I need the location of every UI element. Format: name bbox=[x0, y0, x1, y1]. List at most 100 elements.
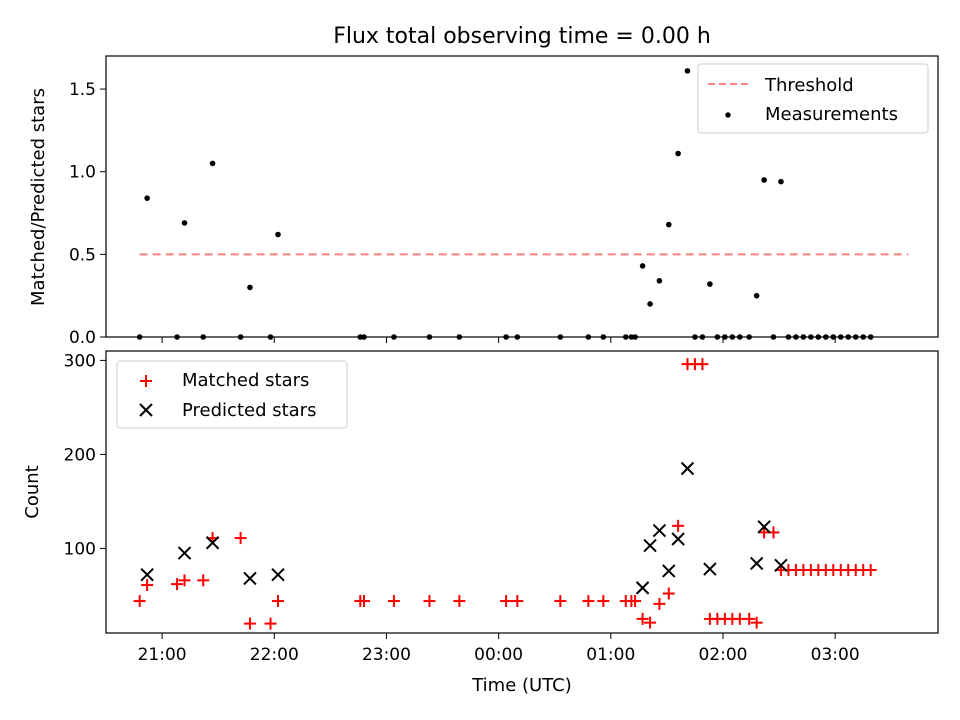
measurements-point bbox=[800, 334, 807, 340]
measurements-point bbox=[585, 334, 592, 340]
count-legend-box bbox=[116, 360, 348, 429]
predicted-stars-point bbox=[243, 571, 257, 586]
measurements-point bbox=[793, 334, 799, 340]
matched-legend-swatch bbox=[140, 375, 152, 387]
predicted-stars-point bbox=[703, 562, 717, 576]
measurements-point bbox=[770, 334, 777, 340]
matched-stars-point bbox=[582, 595, 595, 608]
x-tick-label: 22:00 bbox=[250, 645, 299, 665]
measurements-point bbox=[867, 334, 874, 340]
matched-stars-point bbox=[234, 532, 247, 545]
x-tick-label: 21:00 bbox=[138, 645, 187, 665]
ratio-y-tick-label: 0.5 bbox=[69, 245, 96, 265]
measurements-point bbox=[209, 160, 216, 167]
measurements-point bbox=[852, 334, 859, 340]
measurements-point bbox=[808, 334, 814, 340]
threshold-legend-label: Threshold bbox=[764, 75, 854, 96]
measurements-point bbox=[746, 334, 752, 340]
predicted-stars-point bbox=[774, 558, 788, 573]
measurements-point bbox=[391, 334, 397, 340]
measurements-point bbox=[729, 334, 736, 340]
count-axes-frame bbox=[105, 350, 939, 634]
count-y-tick-label: 200 bbox=[64, 445, 96, 465]
measurements-point bbox=[647, 301, 653, 307]
measurements-point bbox=[753, 292, 760, 299]
predicted-stars-point bbox=[635, 581, 650, 595]
matched-stars-point bbox=[672, 519, 685, 532]
matched-stars-point bbox=[358, 595, 371, 608]
predicted-stars-point bbox=[662, 564, 676, 578]
x-tick-label: 02:00 bbox=[698, 645, 747, 665]
count-y-axis-label: Count bbox=[22, 465, 43, 518]
predicted-stars-point bbox=[680, 461, 695, 476]
ratio-y-axis-label: Matched/Predicted stars bbox=[28, 88, 49, 306]
measurements-legend-label: Measurements bbox=[765, 104, 898, 125]
measurements-point bbox=[692, 334, 698, 340]
measurements-point bbox=[761, 177, 767, 183]
measurements-point bbox=[699, 334, 706, 340]
ratio-y-tick-label: 0.0 bbox=[69, 328, 96, 348]
measurements-point bbox=[684, 68, 691, 74]
matched-stars-point bbox=[171, 578, 184, 591]
measurements-point bbox=[656, 278, 663, 284]
count-panel: 100 200 300 21:00 22:00 23:00 00:00 01:00 02:00 0… bbox=[22, 350, 939, 696]
ratio-axes-frame bbox=[105, 55, 939, 338]
measurements-point bbox=[426, 334, 433, 340]
measurements-point bbox=[632, 334, 638, 340]
measurements-point bbox=[707, 281, 713, 287]
x-tick-label: 03:00 bbox=[811, 645, 860, 665]
matched-stars-point bbox=[644, 616, 657, 629]
measurements-point bbox=[622, 334, 629, 340]
measurements-point bbox=[557, 334, 564, 340]
measurements-point bbox=[503, 334, 509, 340]
ratio-panel: 0.0 0.5 1.0 1.5 Matched/Predicted stars Thr… bbox=[28, 55, 939, 348]
measurements-point bbox=[267, 334, 274, 340]
matched-stars-point bbox=[500, 595, 513, 608]
measurements-point bbox=[136, 334, 143, 340]
count-y-tick-label: 100 bbox=[64, 539, 96, 559]
measurements-point bbox=[456, 334, 463, 340]
measurements-legend-swatch bbox=[725, 112, 731, 118]
measurements-point bbox=[144, 195, 150, 201]
measurements-point bbox=[785, 334, 792, 340]
predicted-stars-point bbox=[643, 538, 657, 553]
predicted-stars-point bbox=[749, 556, 764, 571]
matched-stars-point bbox=[133, 595, 146, 608]
measurements-point bbox=[600, 334, 607, 340]
measurements-point bbox=[860, 334, 867, 340]
measurements-point bbox=[845, 334, 852, 340]
measurements-point bbox=[675, 150, 681, 157]
matched-stars-point bbox=[636, 612, 649, 625]
matched-stars-point bbox=[243, 617, 256, 630]
measurements-point bbox=[514, 334, 521, 340]
x-tick-label: 01:00 bbox=[586, 645, 635, 665]
count-y-tick-label: 300 bbox=[64, 351, 96, 371]
measurements-point bbox=[639, 263, 646, 269]
predicted-stars-point bbox=[140, 568, 154, 582]
predicted-stars-point bbox=[671, 532, 685, 546]
x-tick-label: 00:00 bbox=[474, 645, 523, 665]
predicted-stars-point bbox=[757, 520, 771, 534]
ratio-legend: Threshold Measurements bbox=[697, 63, 929, 134]
matched-stars-point bbox=[653, 597, 666, 610]
matched-stars-point bbox=[662, 587, 675, 600]
matched-stars-point bbox=[750, 616, 763, 629]
measurements-point bbox=[665, 221, 672, 228]
x-axis-label: Time (UTC) bbox=[471, 675, 572, 696]
predicted-legend-swatch bbox=[139, 403, 153, 417]
matched-stars-point bbox=[178, 574, 191, 587]
matched-stars-point bbox=[629, 595, 642, 608]
measurements-point bbox=[714, 334, 721, 340]
measurements-point bbox=[237, 334, 244, 340]
x-tick-label: 23:00 bbox=[362, 645, 411, 665]
predicted-legend-label: Predicted stars bbox=[182, 400, 316, 421]
predicted-stars-point bbox=[177, 546, 192, 560]
matched-stars-point bbox=[511, 595, 524, 608]
matched-stars-point bbox=[743, 612, 756, 625]
chart-title: Flux total observing time = 0.00 h bbox=[333, 24, 711, 49]
measurements-point bbox=[174, 334, 180, 340]
predicted-stars-point bbox=[652, 523, 667, 538]
measurements-point bbox=[181, 220, 188, 226]
